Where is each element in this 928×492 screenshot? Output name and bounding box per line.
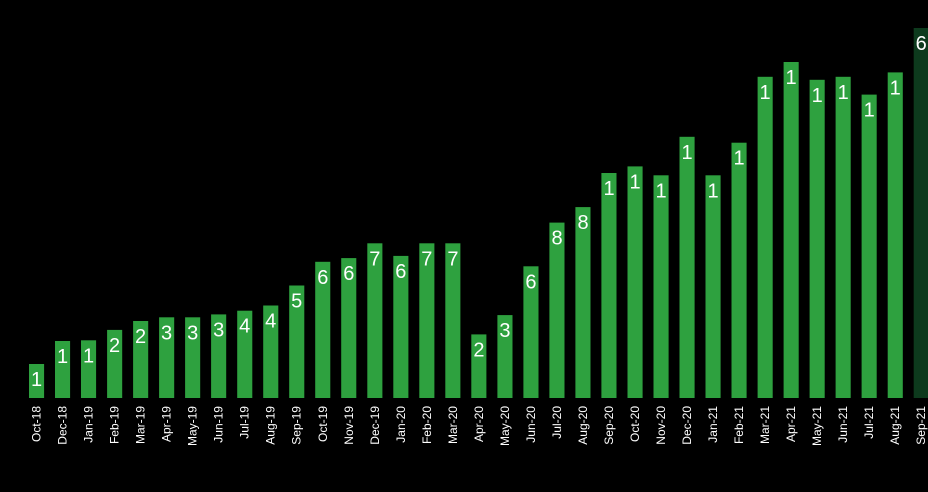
data-label-Jul-21: 1 — [864, 100, 875, 122]
x-tick-Jun-19: Jun-19 — [212, 406, 226, 443]
x-tick-Apr-19: Apr-19 — [160, 406, 174, 442]
x-tick-Jan-19: Jan-19 — [82, 406, 96, 443]
bar-Jul-21 — [862, 95, 877, 398]
x-tick-Dec-19: Dec-19 — [368, 406, 382, 445]
bar-Sep-21 — [914, 28, 928, 398]
x-tick-Oct-19: Oct-19 — [316, 406, 330, 442]
data-label-Nov-19: 6 — [343, 263, 354, 285]
bar-Oct-20 — [628, 166, 643, 398]
x-tick-Oct-20: Oct-20 — [628, 406, 642, 442]
data-label-Aug-20: 8 — [577, 212, 588, 234]
data-label-Feb-19: 2 — [109, 335, 120, 357]
x-tick-Jan-20: Jan-20 — [394, 406, 408, 443]
x-tick-Aug-19: Aug-19 — [264, 406, 278, 445]
x-tick-Mar-21: Mar-21 — [758, 406, 772, 444]
x-tick-May-21: May-21 — [810, 406, 824, 446]
data-label-Apr-21: 1 — [786, 67, 797, 89]
x-tick-Jul-20: Jul-20 — [550, 406, 564, 439]
data-label-Aug-19: 4 — [265, 311, 276, 333]
x-tick-Sep-21: Sep-21 — [914, 406, 928, 445]
x-tick-labels-group: Oct-18 Dec-18 Jan-19 Feb-19 Mar-19 Apr-19 May-… — [30, 406, 928, 446]
bar-Jan-21 — [706, 175, 721, 398]
data-label-Feb-20: 7 — [421, 248, 432, 270]
data-label-Sep-19: 5 — [291, 291, 302, 313]
bar-Mar-21 — [758, 77, 773, 398]
bar-Aug-20 — [575, 207, 590, 398]
data-label-Sep-20: 1 — [603, 178, 614, 200]
bar-May-21 — [810, 80, 825, 398]
data-label-Dec-18: 1 — [57, 346, 68, 368]
x-tick-May-19: May-19 — [186, 406, 200, 446]
data-label-Mar-21: 1 — [760, 82, 771, 104]
x-tick-Aug-21: Aug-21 — [888, 406, 902, 445]
x-tick-Feb-20: Feb-20 — [420, 406, 434, 444]
bar-Jun-21 — [836, 77, 851, 398]
bar-Dec-20 — [680, 137, 695, 398]
x-tick-Feb-21: Feb-21 — [732, 406, 746, 444]
x-tick-Dec-20: Dec-20 — [680, 406, 694, 445]
x-tick-May-20: May-20 — [498, 406, 512, 446]
data-label-Jul-19: 4 — [239, 316, 250, 338]
data-label-Dec-20: 1 — [682, 142, 693, 164]
x-tick-Nov-19: Nov-19 — [342, 406, 356, 445]
x-tick-Jun-21: Jun-21 — [836, 406, 850, 443]
data-label-Jun-20: 6 — [525, 271, 536, 293]
data-label-Oct-20: 1 — [629, 171, 640, 193]
data-label-Nov-20: 1 — [655, 180, 666, 202]
x-tick-Jul-21: Jul-21 — [862, 406, 876, 439]
data-label-Jun-19: 3 — [213, 319, 224, 341]
x-tick-Sep-19: Sep-19 — [290, 406, 304, 445]
x-tick-Jan-21: Jan-21 — [706, 406, 720, 443]
x-tick-Mar-19: Mar-19 — [134, 406, 148, 444]
data-label-Oct-19: 6 — [317, 267, 328, 289]
x-tick-Sep-20: Sep-20 — [602, 406, 616, 445]
x-tick-Feb-19: Feb-19 — [108, 406, 122, 444]
data-label-May-19: 3 — [187, 322, 198, 344]
data-label-Mar-19: 2 — [135, 326, 146, 348]
x-tick-Mar-20: Mar-20 — [446, 406, 460, 444]
data-label-Apr-19: 3 — [161, 322, 172, 344]
data-label-Feb-21: 1 — [734, 148, 745, 170]
data-label-May-21: 1 — [812, 85, 823, 107]
data-label-Oct-18: 1 — [31, 369, 42, 391]
x-tick-Aug-20: Aug-20 — [576, 406, 590, 445]
data-label-Dec-19: 7 — [369, 248, 380, 270]
data-label-Mar-20: 7 — [447, 248, 458, 270]
x-tick-Apr-21: Apr-21 — [784, 406, 798, 442]
bar-Feb-21 — [732, 143, 747, 398]
x-tick-Nov-20: Nov-20 — [654, 406, 668, 445]
data-label-Jun-21: 1 — [838, 82, 849, 104]
data-label-Jan-19: 1 — [83, 345, 94, 367]
data-label-Jul-20: 8 — [551, 228, 562, 250]
bar-Apr-21 — [784, 62, 799, 398]
data-label-Sep-21: 6 — [916, 33, 927, 55]
x-tick-Jul-19: Jul-19 — [238, 406, 252, 439]
bar-Nov-20 — [654, 175, 669, 398]
x-tick-Dec-18: Dec-18 — [56, 406, 70, 445]
data-label-May-20: 3 — [499, 320, 510, 342]
bar-Aug-21 — [888, 72, 903, 398]
data-label-Apr-20: 2 — [473, 339, 484, 361]
bar-Sep-20 — [601, 173, 616, 398]
x-tick-Oct-18: Oct-18 — [30, 406, 44, 442]
data-label-Jan-20: 6 — [395, 261, 406, 283]
data-label-Jan-21: 1 — [708, 180, 719, 202]
x-tick-Jun-20: Jun-20 — [524, 406, 538, 443]
data-label-Aug-21: 1 — [890, 77, 901, 99]
x-tick-Apr-20: Apr-20 — [472, 406, 486, 442]
